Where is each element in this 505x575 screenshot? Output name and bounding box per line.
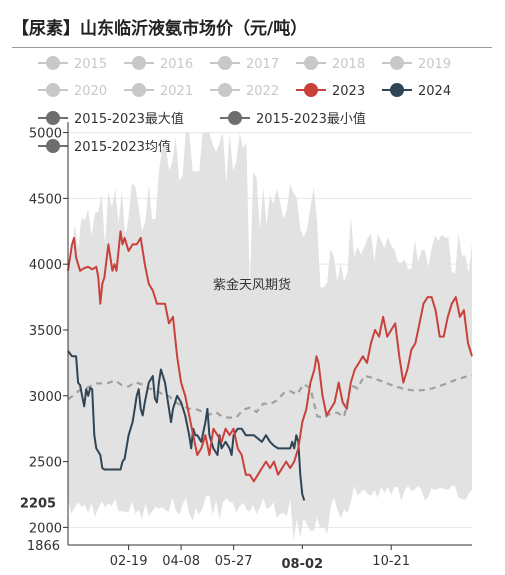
legend-marker-dot xyxy=(46,111,60,125)
series-lines xyxy=(67,230,473,501)
y-tick-label: 2500 xyxy=(29,456,62,471)
x-tick-label: 02-19 xyxy=(110,554,148,569)
legend-label: 2015-2023最小值 xyxy=(256,111,366,127)
legend-label: 2020 xyxy=(74,84,107,99)
legend-item-2018[interactable]: 2018 xyxy=(296,56,365,72)
legend-item-2020[interactable]: 2020 xyxy=(38,83,107,99)
legend-item-stat[interactable]: 2015-2023均值 xyxy=(38,139,171,155)
x-tick-label: 05-27 xyxy=(215,554,253,569)
series-line-2023 xyxy=(67,230,473,483)
legend-item-2024[interactable]: 2024 xyxy=(382,83,451,99)
y-tick-label: 3500 xyxy=(29,324,62,339)
x-tick-label: 04-08 xyxy=(162,554,200,569)
legend-item-2016[interactable]: 2016 xyxy=(124,56,193,72)
legend-item-stat[interactable]: 2015-2023最小值 xyxy=(220,111,366,127)
title-divider xyxy=(12,47,492,48)
y-tick-label: 4500 xyxy=(29,192,62,207)
legend-item-2019[interactable]: 2019 xyxy=(382,56,451,72)
legend-marker-dot xyxy=(46,139,60,153)
legend-item-2022[interactable]: 2022 xyxy=(210,83,279,99)
legend-marker-dot xyxy=(132,56,146,70)
legend-item-2021[interactable]: 2021 xyxy=(124,83,193,99)
legend-marker-dot xyxy=(390,56,404,70)
page-title: 【尿素】山东临沂液氨市场价（元/吨） xyxy=(12,19,308,39)
legend-marker-dot xyxy=(132,83,146,97)
legend-marker-dot xyxy=(304,83,318,97)
legend-label: 2023 xyxy=(332,84,365,99)
legend-label: 2017 xyxy=(246,57,279,72)
y-min-label: 1866 xyxy=(27,539,60,554)
legend-item-2017[interactable]: 2017 xyxy=(210,56,279,72)
legend-item-stat[interactable]: 2015-2023最大值 xyxy=(38,111,184,127)
y-tick-label: 3000 xyxy=(29,390,62,405)
legend-item-2023[interactable]: 2023 xyxy=(296,83,365,99)
legend-marker-dot xyxy=(46,56,60,70)
axes: 2000 2500 3000 3500 4000 4500 5000 1866 2205 02-1… xyxy=(12,122,472,573)
min-max-band xyxy=(68,132,472,540)
x-tick-label: 10-21 xyxy=(372,554,410,569)
legend-label: 2015-2023最大值 xyxy=(74,111,184,127)
x-highlight-box xyxy=(272,549,333,573)
y-tick-label: 4000 xyxy=(29,258,62,273)
legend-marker-dot xyxy=(390,83,404,97)
y-tick-label: 2000 xyxy=(29,521,62,536)
legend-label: 2022 xyxy=(246,84,279,99)
current-value-label: 2205 xyxy=(20,496,56,511)
series-line-2024 xyxy=(67,350,306,501)
x-tick-label-highlight: 08-02 xyxy=(282,557,324,572)
legend: 2015 2016 2017 2018 2019 2020 2021 2022 2023 2024… xyxy=(38,56,451,155)
watermark: 紫金天风期货 xyxy=(213,277,291,293)
legend-label: 2018 xyxy=(332,57,365,72)
legend-marker-dot xyxy=(304,56,318,70)
legend-marker-dot xyxy=(228,111,242,125)
current-value-box xyxy=(12,487,64,514)
legend-label: 2019 xyxy=(418,57,451,72)
legend-label: 2016 xyxy=(160,57,193,72)
legend-label: 2015 xyxy=(74,57,107,72)
legend-item-2015[interactable]: 2015 xyxy=(38,56,107,72)
y-tick-label: 5000 xyxy=(29,127,62,142)
legend-label: 2021 xyxy=(160,84,193,99)
legend-label: 2024 xyxy=(418,84,451,99)
legend-label: 2015-2023均值 xyxy=(74,139,171,155)
legend-marker-dot xyxy=(218,56,232,70)
legend-marker-dot xyxy=(46,83,60,97)
legend-marker-dot xyxy=(218,83,232,97)
